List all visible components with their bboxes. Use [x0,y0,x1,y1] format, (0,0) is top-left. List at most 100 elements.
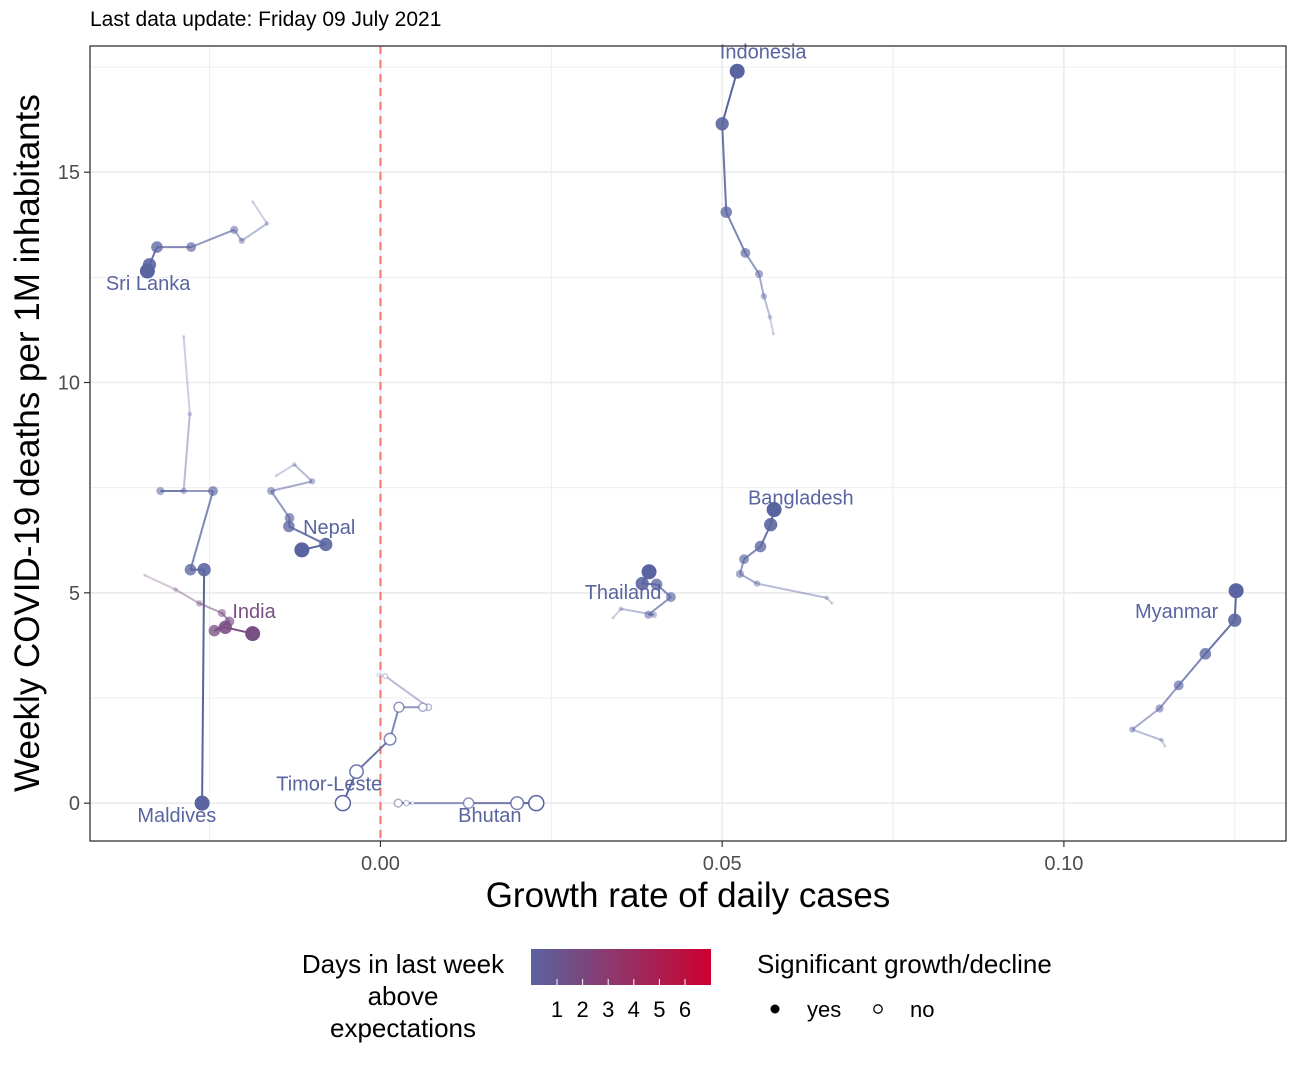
data-point [766,502,782,518]
country-label: Bhutan [458,805,521,827]
trajectory-segment [1158,684,1180,710]
trajectory-segment [190,228,235,248]
shape-legend-label: yes [807,997,841,1022]
data-point [197,563,211,577]
data-point [528,794,545,812]
trajectory-segment [198,602,223,614]
color-scale-label: 4 [628,997,640,1022]
trajectory-segment [182,413,191,492]
data-point [665,592,676,602]
data-point [267,486,276,496]
data-point [830,601,834,605]
data-point [143,573,147,577]
grid-lines [90,46,1286,841]
data-point [755,269,764,279]
series-india: India [143,573,277,642]
data-point [291,462,297,467]
data-point [182,334,186,338]
color-legend-title: expectations [330,1013,476,1043]
trajectory-segment [762,295,771,318]
y-tick-label: 5 [69,583,80,605]
data-point [410,800,415,806]
x-tick-label: 0.10 [1044,853,1083,875]
data-point [264,221,270,226]
data-point [251,200,255,204]
trajectory-segment [182,336,191,415]
trajectory-segment [826,597,833,605]
y-axis-ticks: 0 5 10 15 [58,162,90,815]
trajectory-segment [756,582,827,599]
trajectory-segment [275,463,295,477]
data-point [462,797,475,809]
color-scale-bar [531,949,711,985]
y-tick-label: 0 [69,793,80,815]
data-point [650,578,663,591]
data-point [418,702,428,713]
data-point [729,63,745,79]
y-axis-title: Weekly COVID-19 deaths per 1M inhabitant… [8,94,47,792]
data-point [393,798,403,808]
data-point [1173,680,1184,691]
data-point [1199,648,1212,660]
data-point [184,563,197,576]
country-label: Timor-Leste [276,774,382,796]
data-point [735,569,745,578]
series-maldives: Maldives [137,334,218,827]
trajectory-segment [725,211,747,254]
series-bhutan: Bhutan [393,794,545,827]
data-point [650,611,658,618]
data-point [764,518,778,532]
data-point [238,237,245,244]
data-point [245,626,261,642]
series-timor-leste: Timor-Leste [276,672,433,812]
x-tick-label: 0.00 [361,853,400,875]
data-point [715,117,729,131]
y-tick-label: 15 [58,162,80,184]
y-tick-label: 10 [58,373,80,395]
country-label: Maldives [137,805,216,827]
data-point [720,206,733,218]
data-point [382,673,389,680]
data-point [283,520,295,533]
data-point [173,587,178,592]
data-point [739,554,749,565]
country-label: India [232,601,276,623]
country-label: Indonesia [720,42,808,64]
country-label: Bangladesh [748,487,854,509]
shape-legend-title: Significant growth/decline [757,949,1052,979]
trajectory-segment [355,738,391,773]
data-point [1163,744,1167,748]
trajectory-segment [769,317,775,335]
data-point [230,225,239,234]
data-point [644,610,653,619]
data-point [402,799,410,807]
series-paths: Indonesia Sri Lanka Maldives Nepal India Timo… [106,42,1244,827]
data-point [186,242,197,252]
x-tick-label: 0.05 [703,853,742,875]
data-point [760,293,768,300]
data-point [151,241,163,253]
color-scale-label: 2 [576,997,588,1022]
color-legend-title: above [368,981,439,1011]
series-thailand: Thailand [585,564,676,620]
trajectory-segment [270,490,291,519]
last-update-note: Last data update: Friday 09 July 2021 [90,8,442,31]
data-point [187,411,193,417]
country-label: Nepal [303,517,355,539]
trajectory-segment [189,490,214,570]
color-scale-label: 1 [551,997,563,1022]
data-point [1228,583,1244,599]
data-point [383,732,397,746]
data-point [294,542,310,558]
data-point [635,576,649,591]
data-point [510,796,525,811]
trajectory-segment [1131,728,1162,741]
data-point [218,620,232,634]
shape-legend-label: no [910,997,934,1022]
plot-border [89,45,1287,842]
data-point [376,672,381,678]
color-legend-title: Days in last week [302,949,505,979]
data-point [1228,613,1242,627]
